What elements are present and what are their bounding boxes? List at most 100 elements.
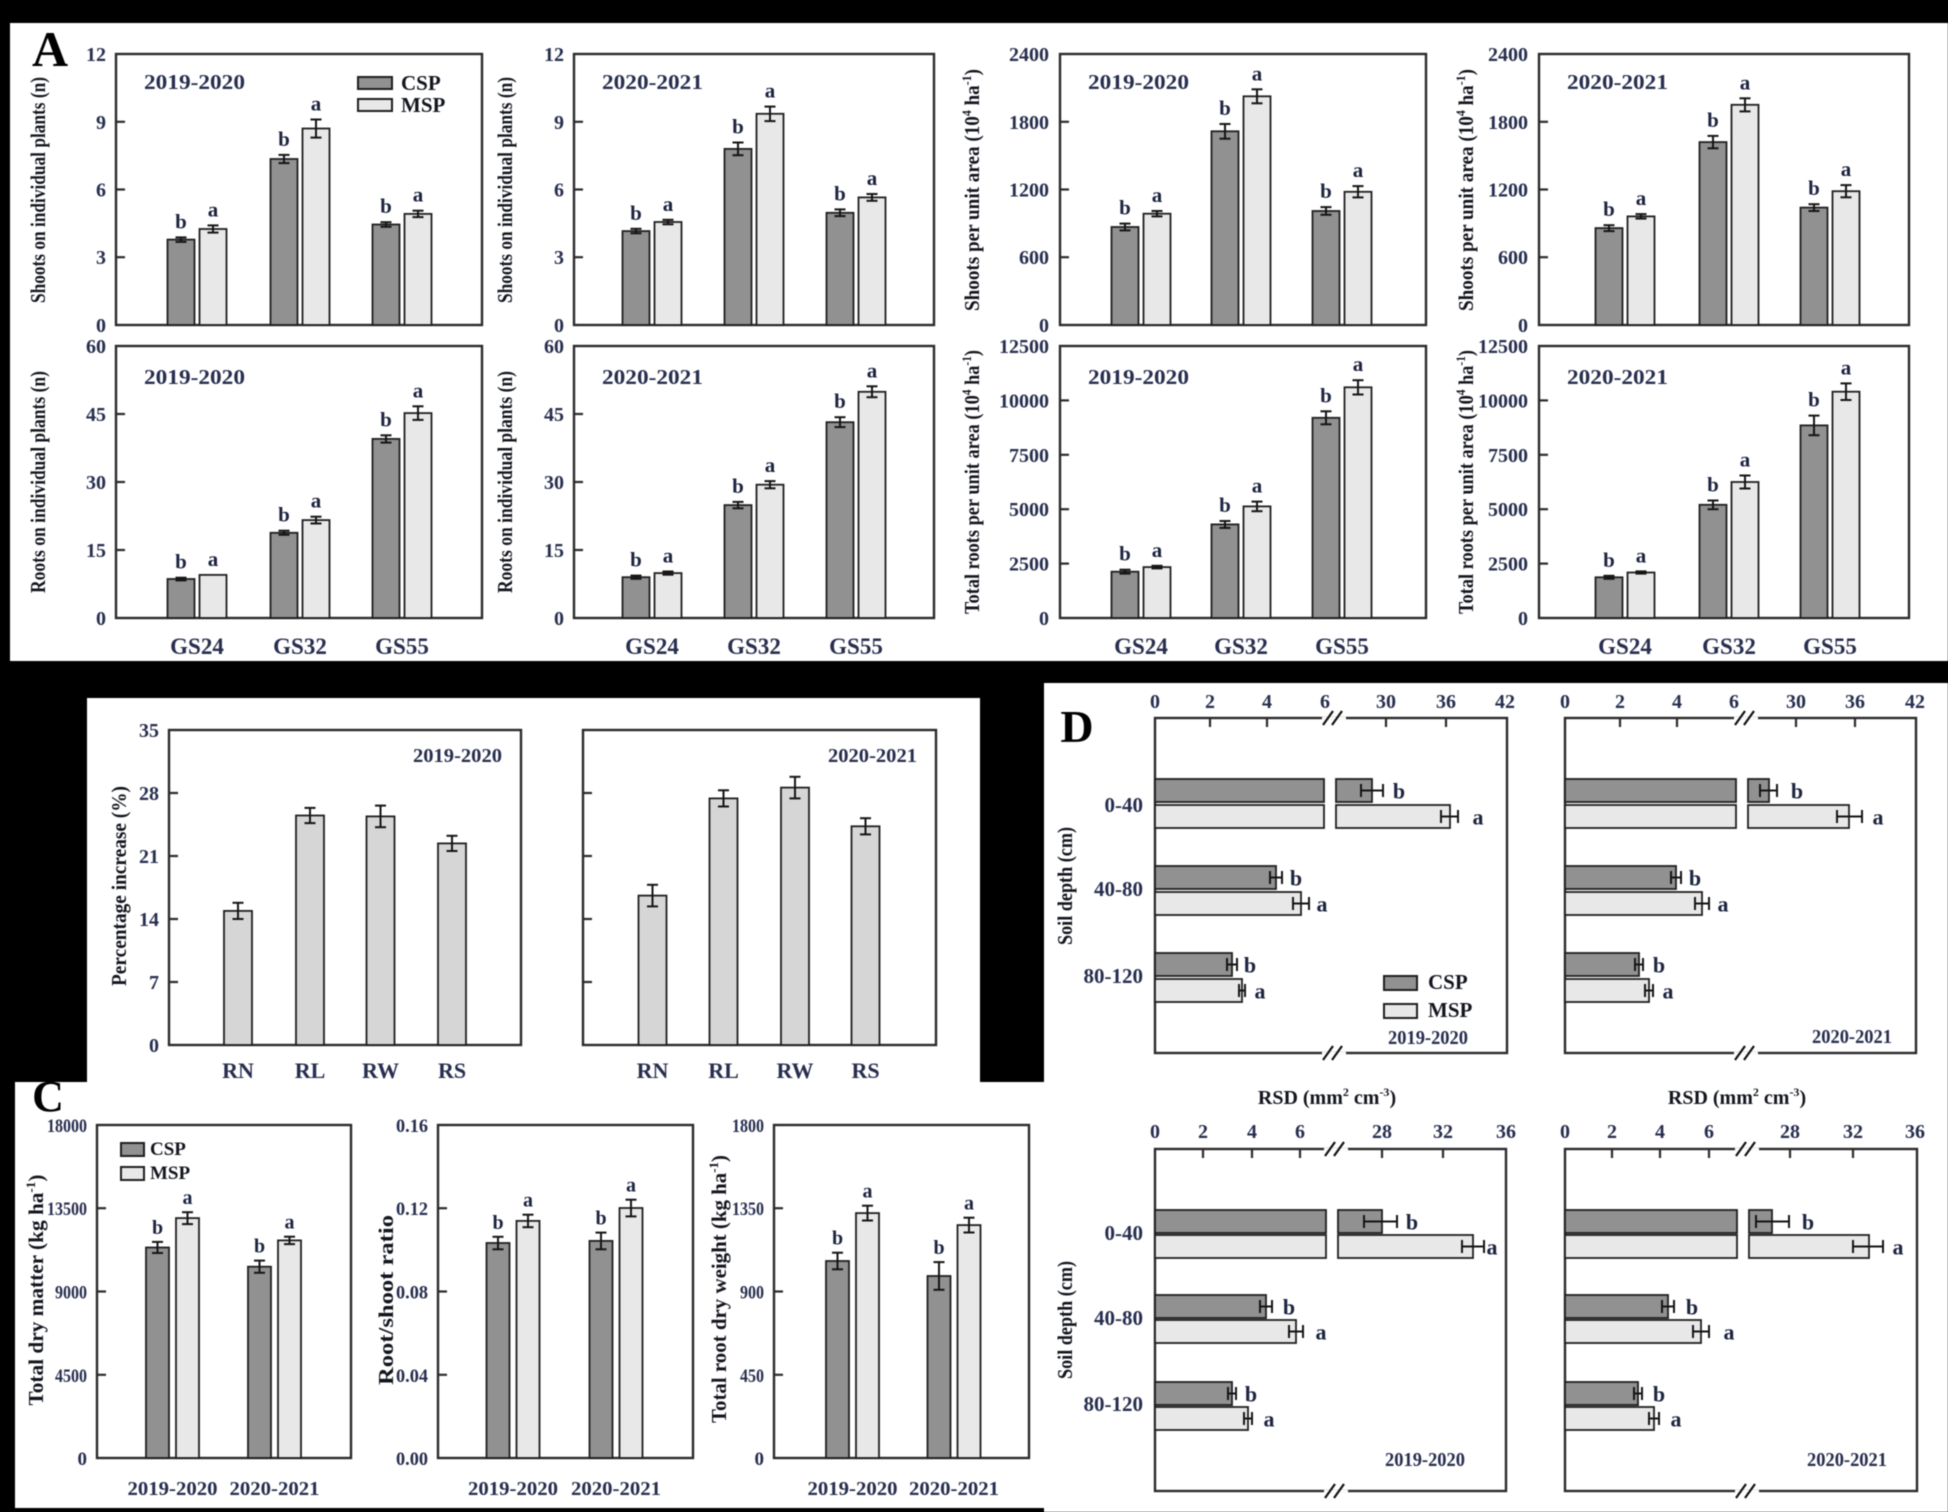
svg-text:2020-2021: 2020-2021 bbox=[1812, 1027, 1892, 1048]
svg-text:C: C bbox=[32, 1072, 64, 1121]
svg-text:6: 6 bbox=[96, 180, 106, 202]
svg-text:b: b bbox=[1283, 1295, 1295, 1320]
svg-text:a: a bbox=[1252, 474, 1263, 498]
svg-text:2019-2020: 2019-2020 bbox=[1088, 365, 1189, 389]
svg-text:RL: RL bbox=[708, 1058, 739, 1083]
svg-text:36: 36 bbox=[1845, 691, 1865, 713]
svg-text:b: b bbox=[1653, 1382, 1665, 1407]
svg-text:Total roots per unit area (104: Total roots per unit area (104​ ha-1​) bbox=[1453, 350, 1478, 614]
svg-text:a: a bbox=[1841, 355, 1852, 379]
svg-text:12: 12 bbox=[544, 44, 564, 66]
svg-text:4: 4 bbox=[1247, 1121, 1257, 1143]
svg-text:b: b bbox=[1686, 1295, 1698, 1320]
svg-text:12: 12 bbox=[86, 44, 106, 66]
svg-text:D: D bbox=[1060, 701, 1093, 752]
svg-text:b: b bbox=[1219, 96, 1231, 120]
svg-text:28: 28 bbox=[139, 783, 159, 805]
svg-text:GS24: GS24 bbox=[1114, 634, 1168, 659]
svg-text:28: 28 bbox=[1372, 1121, 1392, 1143]
svg-text:Roots on individual plants (n): Roots on individual plants (n) bbox=[26, 371, 50, 593]
svg-text:2020-2021: 2020-2021 bbox=[602, 365, 703, 389]
svg-text:30: 30 bbox=[1786, 691, 1806, 713]
svg-text:7: 7 bbox=[149, 972, 159, 994]
svg-text:2020-2021: 2020-2021 bbox=[1807, 1450, 1887, 1471]
svg-text:0: 0 bbox=[554, 608, 564, 630]
svg-text:RL: RL bbox=[295, 1058, 326, 1083]
svg-text:5000: 5000 bbox=[1009, 499, 1049, 521]
svg-text:GS55: GS55 bbox=[1803, 634, 1857, 659]
svg-text:b: b bbox=[834, 389, 846, 413]
svg-text:a: a bbox=[1316, 1320, 1327, 1345]
svg-text:12500: 12500 bbox=[1478, 336, 1528, 358]
svg-text:b: b bbox=[732, 115, 744, 139]
svg-text:GS24: GS24 bbox=[625, 634, 679, 659]
svg-text:b: b bbox=[278, 503, 290, 527]
svg-text:CSP: CSP bbox=[1428, 970, 1468, 994]
svg-text:0: 0 bbox=[149, 1035, 159, 1057]
svg-text:12500: 12500 bbox=[999, 336, 1049, 358]
svg-text:MSP: MSP bbox=[401, 93, 446, 117]
svg-text:RSD (mm2​ cm-3​): RSD (mm2​ cm-3​) bbox=[1258, 1085, 1396, 1109]
svg-text:30: 30 bbox=[1376, 691, 1396, 713]
svg-text:b: b bbox=[278, 127, 290, 151]
svg-text:40-80: 40-80 bbox=[1094, 1306, 1143, 1330]
svg-text:a: a bbox=[1152, 183, 1163, 207]
svg-text:a: a bbox=[1252, 61, 1263, 85]
svg-text:b: b bbox=[492, 1212, 503, 1234]
svg-text:a: a bbox=[1841, 157, 1852, 181]
svg-text:0: 0 bbox=[1518, 315, 1528, 337]
svg-text:b: b bbox=[1290, 866, 1302, 891]
svg-text:RW: RW bbox=[362, 1058, 399, 1083]
svg-text:b: b bbox=[1707, 473, 1719, 497]
svg-text:RSD (mm2​ cm-3​): RSD (mm2​ cm-3​) bbox=[1668, 1085, 1806, 1109]
svg-text:0-40: 0-40 bbox=[1105, 1221, 1144, 1245]
svg-text:2020-2021: 2020-2021 bbox=[571, 1478, 661, 1500]
svg-text:Roots on individual plants (n): Roots on individual plants (n) bbox=[493, 371, 517, 593]
svg-text:b: b bbox=[1406, 1210, 1418, 1235]
svg-text:45: 45 bbox=[544, 404, 564, 426]
svg-text:60: 60 bbox=[86, 336, 106, 358]
svg-text:2: 2 bbox=[1198, 1121, 1208, 1143]
svg-text:a: a bbox=[208, 547, 219, 571]
svg-text:3: 3 bbox=[96, 247, 106, 269]
svg-text:6: 6 bbox=[1704, 1121, 1714, 1143]
svg-text:GS24: GS24 bbox=[1598, 634, 1652, 659]
svg-text:b: b bbox=[1603, 548, 1615, 572]
svg-text:b: b bbox=[380, 407, 392, 431]
svg-text:a: a bbox=[1255, 979, 1266, 1004]
svg-text:450: 450 bbox=[740, 1366, 764, 1387]
svg-text:a: a bbox=[523, 1190, 533, 1212]
svg-text:b: b bbox=[630, 548, 642, 572]
svg-text:MSP: MSP bbox=[150, 1163, 191, 1184]
svg-text:a: a bbox=[1873, 805, 1884, 830]
svg-text:b: b bbox=[595, 1208, 606, 1230]
svg-text:2400: 2400 bbox=[1009, 44, 1049, 66]
svg-text:2019-2020: 2019-2020 bbox=[808, 1478, 898, 1500]
svg-text:GS32: GS32 bbox=[1702, 634, 1756, 659]
svg-text:GS55: GS55 bbox=[1315, 634, 1369, 659]
svg-text:2020-2021: 2020-2021 bbox=[828, 745, 917, 767]
svg-text:900: 900 bbox=[740, 1283, 764, 1304]
svg-text:b: b bbox=[933, 1237, 944, 1259]
svg-text:GS55: GS55 bbox=[829, 634, 883, 659]
svg-text:b: b bbox=[834, 181, 846, 205]
svg-text:b: b bbox=[1653, 953, 1665, 978]
svg-text:b: b bbox=[1320, 383, 1332, 407]
svg-text:2019-2020: 2019-2020 bbox=[128, 1478, 218, 1500]
svg-text:30: 30 bbox=[544, 472, 564, 494]
svg-text:Root/shoot ratio: Root/shoot ratio bbox=[374, 1215, 398, 1385]
svg-text:b: b bbox=[1119, 542, 1131, 566]
svg-text:0: 0 bbox=[1150, 1121, 1160, 1143]
svg-text:a: a bbox=[663, 192, 674, 216]
svg-text:b: b bbox=[1707, 108, 1719, 132]
svg-text:GS32: GS32 bbox=[727, 634, 781, 659]
svg-text:60: 60 bbox=[544, 336, 564, 358]
svg-text:Percentage increase (%): Percentage increase (%) bbox=[107, 786, 131, 986]
svg-text:0.16: 0.16 bbox=[396, 1116, 428, 1137]
svg-text:a: a bbox=[663, 544, 674, 568]
svg-text:a: a bbox=[285, 1212, 295, 1234]
svg-text:18000: 18000 bbox=[47, 1116, 87, 1137]
svg-text:a: a bbox=[1671, 1407, 1682, 1432]
svg-text:Total roots per unit area (104: Total roots per unit area (104​ ha-1​) bbox=[959, 350, 984, 614]
svg-text:a: a bbox=[1663, 979, 1674, 1004]
